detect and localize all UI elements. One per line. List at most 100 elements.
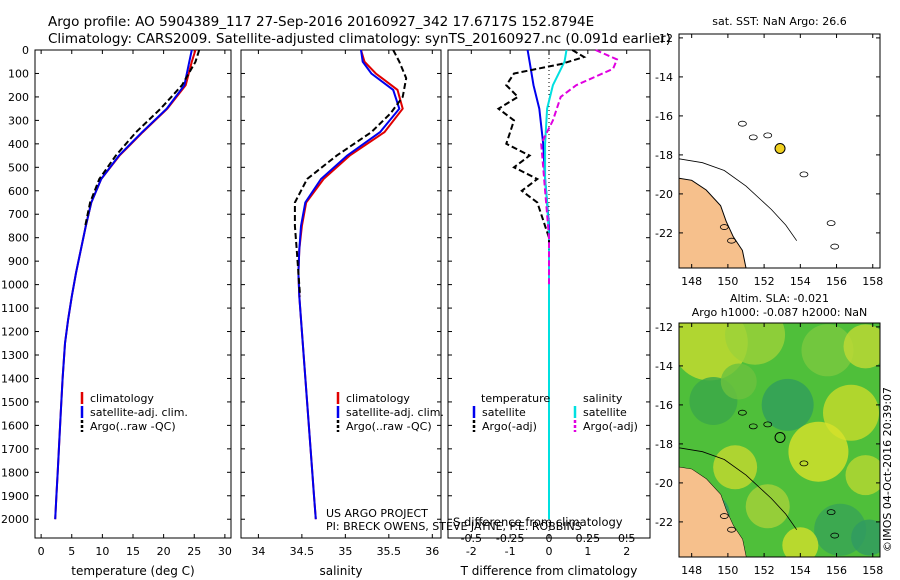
sla-patch xyxy=(745,484,790,529)
x-tick-label: 5 xyxy=(68,545,75,558)
x-tick-label: 34.5 xyxy=(290,545,315,558)
argo-location-marker xyxy=(774,431,786,443)
x-tick-label: 2 xyxy=(623,545,630,558)
y-tick-label: 1400 xyxy=(1,372,29,385)
y-tick-label: 1900 xyxy=(1,490,29,503)
x-tick-label: 20 xyxy=(157,545,171,558)
legend-label: Argo(-adj) xyxy=(482,420,537,433)
x-tick-label: 34 xyxy=(251,545,265,558)
reef-outline xyxy=(737,409,747,416)
reef-outline xyxy=(799,460,809,467)
y-tick-label: 500 xyxy=(8,161,29,174)
y-tick-label: 1800 xyxy=(1,466,29,479)
plot-frame xyxy=(34,49,232,539)
x-tick-label: 0 xyxy=(546,545,553,558)
sla-patch xyxy=(843,324,880,369)
x-tick-label: 10 xyxy=(95,545,109,558)
sla-patch xyxy=(725,323,786,365)
x-tick-label: 36 xyxy=(425,545,439,558)
legend-label: satellite-adj. clim. xyxy=(346,406,444,419)
land-mass xyxy=(679,177,747,268)
x-tick-label: 148 xyxy=(681,564,702,577)
x-tick-label: 0 xyxy=(38,545,45,558)
series-line xyxy=(84,49,201,227)
sal-tick-label: -0.5 xyxy=(461,532,482,545)
y-tick-label: 1200 xyxy=(1,326,29,339)
x-tick-label: -2 xyxy=(466,545,477,558)
x-axis-label: temperature (deg C) xyxy=(71,564,194,578)
reef-outline xyxy=(748,423,758,430)
y-tick-label: 1600 xyxy=(1,419,29,432)
sla-patch xyxy=(801,324,854,377)
map-title: sat. SST: NaN Argo: 26.6 xyxy=(712,15,846,28)
legend-label: satellite xyxy=(583,406,627,419)
y-tick-label: -14 xyxy=(655,360,673,373)
reef-outline xyxy=(727,237,736,244)
y-tick-label: 1700 xyxy=(1,443,29,456)
sst-map: 148 150 152 154 156 158 -12 -14 -16 -18 -20 -22 sat.… xyxy=(655,15,883,288)
x-tick-label: 154 xyxy=(790,564,811,577)
x-tick-label: 30 xyxy=(218,545,232,558)
plot-frame xyxy=(240,49,442,539)
x-tick-label: 148 xyxy=(681,275,702,288)
y-tick-label: -20 xyxy=(655,477,673,490)
y-tick-label: 900 xyxy=(8,255,29,268)
reef-outline xyxy=(719,513,729,519)
title-line-2: Climatology: CARS2009. Satellite-adjuste… xyxy=(48,31,671,47)
map-body xyxy=(679,34,880,268)
reef-outline xyxy=(826,509,836,516)
y-tick-label: 1000 xyxy=(1,279,29,292)
map-body xyxy=(679,323,880,557)
y-tick-label: 1500 xyxy=(1,396,29,409)
credit-project: US ARGO PROJECT xyxy=(326,507,428,520)
series-line xyxy=(293,49,408,297)
y-tick-label: -12 xyxy=(655,32,673,45)
sla-patch xyxy=(851,519,880,556)
y-tick-label: 800 xyxy=(8,232,29,245)
legend-label: climatology xyxy=(346,392,410,405)
x-tick-label: 35 xyxy=(338,545,352,558)
y-tick-label: -16 xyxy=(655,399,673,412)
y-tick-label: -18 xyxy=(655,438,673,451)
y-tick-label: -20 xyxy=(655,188,673,201)
legend-label: Argo(..raw -QC) xyxy=(90,420,176,433)
y-tick-label: 200 xyxy=(8,91,29,104)
sla-patch xyxy=(782,527,819,557)
legend-label: Argo(..raw -QC) xyxy=(346,420,432,433)
sla-patch xyxy=(788,421,849,482)
sla-patch xyxy=(761,378,814,431)
legend-label: Argo(-adj) xyxy=(583,420,638,433)
y-tick-label: 2000 xyxy=(1,513,29,526)
map-title: Argo h1000: -0.087 h2000: NaN xyxy=(692,306,868,319)
y-tick-label: 700 xyxy=(8,208,29,221)
sal-tick-label: 0.25 xyxy=(576,532,601,545)
sla-map: 148 150 152 154 156 158 -12 -14 -16 -18 -20 -22 Alti… xyxy=(655,292,883,577)
reef-outline xyxy=(737,120,747,127)
sla-patch xyxy=(823,384,880,441)
legend-label: satellite xyxy=(482,406,526,419)
series-line xyxy=(54,49,193,520)
map-title: Altim. SLA: -0.021 xyxy=(730,292,829,305)
reef-outline xyxy=(748,134,758,141)
y-tick-label: -14 xyxy=(655,71,673,84)
x-tick-label: 158 xyxy=(862,275,883,288)
sla-patch xyxy=(845,455,880,496)
x-tick-label: 156 xyxy=(826,275,847,288)
title-line-1: Argo profile: AO 5904389_117 27-Sep-2016… xyxy=(48,14,595,30)
x-axis-label: T difference from climatology xyxy=(460,564,638,578)
y-tick-label: -12 xyxy=(655,321,673,334)
y-tick-label: 1100 xyxy=(1,302,29,315)
x-tick-label: -1 xyxy=(505,545,516,558)
y-tick-label: 1300 xyxy=(1,349,29,362)
legend-label: climatology xyxy=(90,392,154,405)
x-tick-label: 15 xyxy=(126,545,140,558)
sal-tick-label: 0.5 xyxy=(618,532,636,545)
series-line xyxy=(496,49,587,250)
shelf-outline xyxy=(679,447,798,530)
series-line xyxy=(297,49,401,520)
y-tick-label: 100 xyxy=(8,67,29,80)
x-tick-label: 25 xyxy=(187,545,201,558)
x-axis-label: salinity xyxy=(319,564,362,578)
y-tick-label: 400 xyxy=(8,138,29,151)
